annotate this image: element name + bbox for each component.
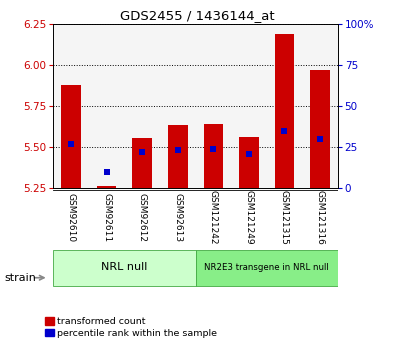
Point — [103, 169, 110, 175]
Legend: transformed count, percentile rank within the sample: transformed count, percentile rank withi… — [44, 316, 218, 338]
Bar — [203, 124, 223, 188]
Text: NRL null: NRL null — [101, 263, 148, 273]
Point — [210, 146, 216, 151]
Point — [281, 128, 288, 134]
Bar — [310, 70, 330, 188]
Text: GSM92613: GSM92613 — [173, 193, 182, 242]
Point — [246, 151, 252, 156]
Point — [139, 149, 145, 155]
Text: GSM121316: GSM121316 — [316, 190, 324, 245]
Bar — [239, 137, 259, 188]
Point — [175, 148, 181, 153]
Text: strain: strain — [4, 273, 36, 283]
Bar — [132, 138, 152, 188]
Text: GDS2455 / 1436144_at: GDS2455 / 1436144_at — [120, 9, 275, 22]
Point — [317, 136, 323, 142]
Bar — [168, 125, 188, 188]
Text: GSM121249: GSM121249 — [245, 190, 253, 244]
Bar — [61, 85, 81, 188]
Bar — [53, 250, 196, 286]
Text: GSM92612: GSM92612 — [138, 193, 147, 242]
Bar — [196, 250, 338, 286]
Point — [68, 141, 74, 147]
Text: GSM92611: GSM92611 — [102, 193, 111, 242]
Text: GSM92610: GSM92610 — [67, 193, 75, 242]
Text: GSM121242: GSM121242 — [209, 190, 218, 244]
Text: NR2E3 transgene in NRL null: NR2E3 transgene in NRL null — [204, 263, 329, 272]
Bar — [275, 34, 294, 188]
Bar — [97, 186, 117, 188]
Text: GSM121315: GSM121315 — [280, 190, 289, 245]
